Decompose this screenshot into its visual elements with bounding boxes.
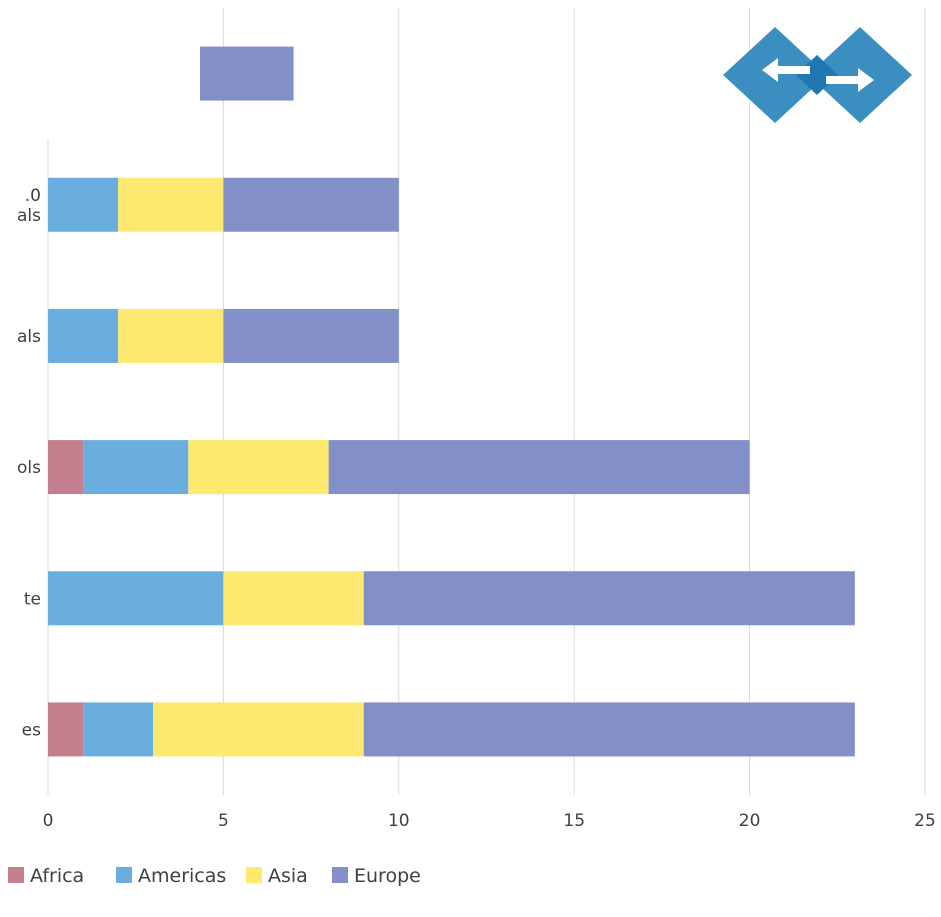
legend-label-americas: Americas — [138, 865, 226, 887]
bar-americas-1 — [48, 177, 119, 232]
category-label-1: .0 als — [17, 186, 41, 226]
bars — [48, 46, 855, 757]
x-tick-label-3: 15 — [563, 811, 585, 831]
x-tick-label-2: 10 — [388, 811, 410, 831]
bar-americas-4 — [48, 571, 224, 626]
category-label-5: es — [22, 720, 41, 740]
bar-americas-3 — [83, 440, 189, 495]
bar-africa-5 — [48, 702, 84, 757]
category-label-2: als — [17, 327, 41, 347]
x-tick-label-0: 0 — [43, 811, 54, 831]
legend: Africa Americas Asia Europe — [8, 865, 421, 887]
bar-europe-1 — [223, 177, 399, 232]
legend-label-africa: Africa — [30, 865, 84, 887]
legend-swatch-europe — [332, 867, 348, 883]
bar-europe-3 — [328, 440, 750, 495]
diamond-arrows-logo — [0, 0, 912, 140]
legend-swatch-africa — [8, 867, 24, 883]
category-label-4: te — [24, 589, 41, 609]
bar-asia-1 — [118, 177, 224, 232]
category-label-3: ols — [17, 458, 41, 478]
bar-americas-5 — [83, 702, 154, 757]
bar-asia-2 — [118, 308, 224, 363]
bar-europe-4 — [363, 571, 855, 626]
grid-lines — [47, 8, 926, 795]
legend-label-europe: Europe — [354, 865, 421, 887]
bar-asia-3 — [188, 440, 329, 495]
bar-africa-3 — [48, 440, 84, 495]
legend-swatch-americas — [116, 867, 132, 883]
x-axis-ticks: 0 5 10 15 20 25 — [43, 811, 936, 831]
bar-europe-2 — [223, 308, 399, 363]
bar-asia-5 — [153, 702, 364, 757]
x-tick-label-1: 5 — [218, 811, 229, 831]
legend-label-asia: Asia — [268, 865, 308, 887]
x-tick-label-5: 25 — [914, 811, 936, 831]
bar-europe-5 — [363, 702, 855, 757]
bar-asia-4 — [223, 571, 364, 626]
legend-swatch-asia — [246, 867, 262, 883]
x-tick-label-4: 20 — [739, 811, 761, 831]
bar-americas-2 — [48, 308, 119, 363]
